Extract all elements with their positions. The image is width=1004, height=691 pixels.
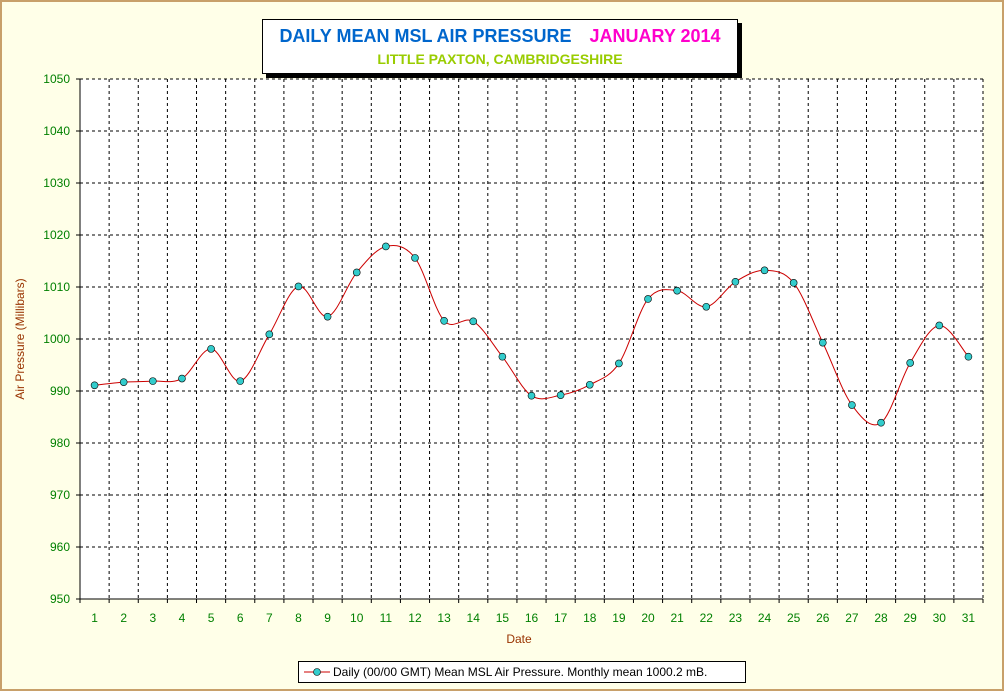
x-tick-label: 4 — [179, 611, 186, 625]
data-point — [818, 338, 827, 347]
y-tick-label: 950 — [50, 592, 70, 606]
data-point — [702, 302, 711, 311]
data-point — [527, 391, 536, 400]
data-point — [382, 242, 390, 251]
x-tick-label: 22 — [700, 611, 714, 625]
data-point — [236, 377, 245, 385]
x-axis-title: Date — [506, 632, 532, 646]
x-tick-label: 12 — [408, 611, 422, 625]
x-tick-label: 29 — [903, 611, 917, 625]
x-tick-label: 30 — [933, 611, 947, 625]
legend: Daily (00/00 GMT) Mean MSL Air Pressure.… — [298, 661, 746, 683]
y-axis-title: Air Pressure (Millibars) — [13, 278, 27, 399]
data-point — [585, 380, 594, 389]
axes — [76, 78, 984, 603]
y-tick-label: 1010 — [43, 280, 70, 294]
data-point — [207, 345, 215, 353]
x-tick-label: 20 — [641, 611, 655, 625]
x-tick-label: 16 — [525, 611, 539, 625]
legend-label: Daily (00/00 GMT) Mean MSL Air Pressure.… — [333, 665, 708, 679]
title-box: DAILY MEAN MSL AIR PRESSURE JANUARY 2014 … — [262, 19, 738, 74]
data-point — [935, 321, 944, 330]
grid-lines — [80, 78, 984, 599]
y-axis-tick-labels: 950 960 970 980 990 1000 1010 1020 1030 1040 1050 — [43, 72, 70, 606]
x-tick-label: 31 — [962, 611, 976, 625]
data-point — [848, 401, 856, 409]
x-tick-label: 9 — [324, 611, 331, 625]
y-tick-label: 960 — [50, 540, 70, 554]
data-point — [119, 378, 128, 386]
data-point — [265, 330, 274, 339]
data-point — [615, 359, 623, 368]
x-tick-label: 3 — [149, 611, 156, 625]
x-tick-label: 7 — [266, 611, 273, 625]
x-tick-label: 24 — [758, 611, 772, 625]
data-point — [411, 254, 419, 262]
data-point — [440, 316, 448, 325]
x-tick-label: 25 — [787, 611, 801, 625]
data-point — [90, 381, 99, 390]
x-tick-label: 26 — [816, 611, 830, 625]
data-point — [789, 279, 798, 287]
y-tick-label: 1000 — [43, 332, 70, 346]
chart-title: DAILY MEAN MSL AIR PRESSURE — [279, 26, 572, 46]
data-point — [294, 282, 303, 291]
chart-month: JANUARY 2014 — [589, 26, 721, 46]
data-point — [964, 352, 973, 361]
x-tick-label: 17 — [554, 611, 568, 625]
data-point — [760, 266, 769, 275]
data-point — [498, 352, 507, 361]
x-tick-label: 23 — [729, 611, 743, 625]
x-tick-label: 1 — [91, 611, 98, 625]
data-point — [469, 317, 478, 326]
x-tick-label: 15 — [496, 611, 510, 625]
data-point — [352, 268, 361, 277]
y-tick-label: 1050 — [43, 72, 70, 86]
data-point — [877, 418, 885, 427]
y-tick-label: 970 — [50, 488, 70, 502]
x-tick-label: 11 — [380, 611, 393, 625]
data-point — [323, 312, 332, 321]
x-tick-label: 8 — [295, 611, 302, 625]
x-tick-label: 2 — [120, 611, 127, 625]
data-point — [673, 286, 681, 295]
data-point — [178, 374, 186, 383]
x-tick-label: 6 — [237, 611, 244, 625]
x-tick-label: 10 — [350, 611, 364, 625]
title-line: DAILY MEAN MSL AIR PRESSURE JANUARY 2014 — [263, 26, 737, 47]
x-tick-label: 21 — [670, 611, 684, 625]
x-tick-label: 18 — [583, 611, 597, 625]
x-axis-tick-labels: 1 2 3 4 5 6 7 8 9 10 11 12 13 14 15 16 17 18 19 20 21 22 23 24 2… — [91, 611, 975, 625]
y-tick-label: 980 — [50, 436, 70, 450]
legend-swatch-icon — [304, 668, 330, 676]
data-point — [149, 377, 157, 385]
data-point — [731, 277, 740, 286]
data-point — [556, 391, 565, 399]
x-tick-label: 27 — [845, 611, 859, 625]
data-point — [644, 295, 652, 303]
x-tick-label: 5 — [208, 611, 215, 625]
y-tick-label: 990 — [50, 384, 70, 398]
x-tick-label: 19 — [612, 611, 626, 625]
x-tick-label: 28 — [874, 611, 888, 625]
data-markers — [90, 242, 973, 427]
y-tick-label: 1040 — [43, 124, 70, 138]
x-tick-label: 14 — [467, 611, 481, 625]
y-tick-label: 1030 — [43, 176, 70, 190]
x-tick-label: 13 — [437, 611, 451, 625]
y-tick-label: 1020 — [43, 228, 70, 242]
data-point — [906, 359, 914, 367]
chart-subtitle: LITTLE PAXTON, CAMBRIDGESHIRE — [377, 51, 623, 67]
